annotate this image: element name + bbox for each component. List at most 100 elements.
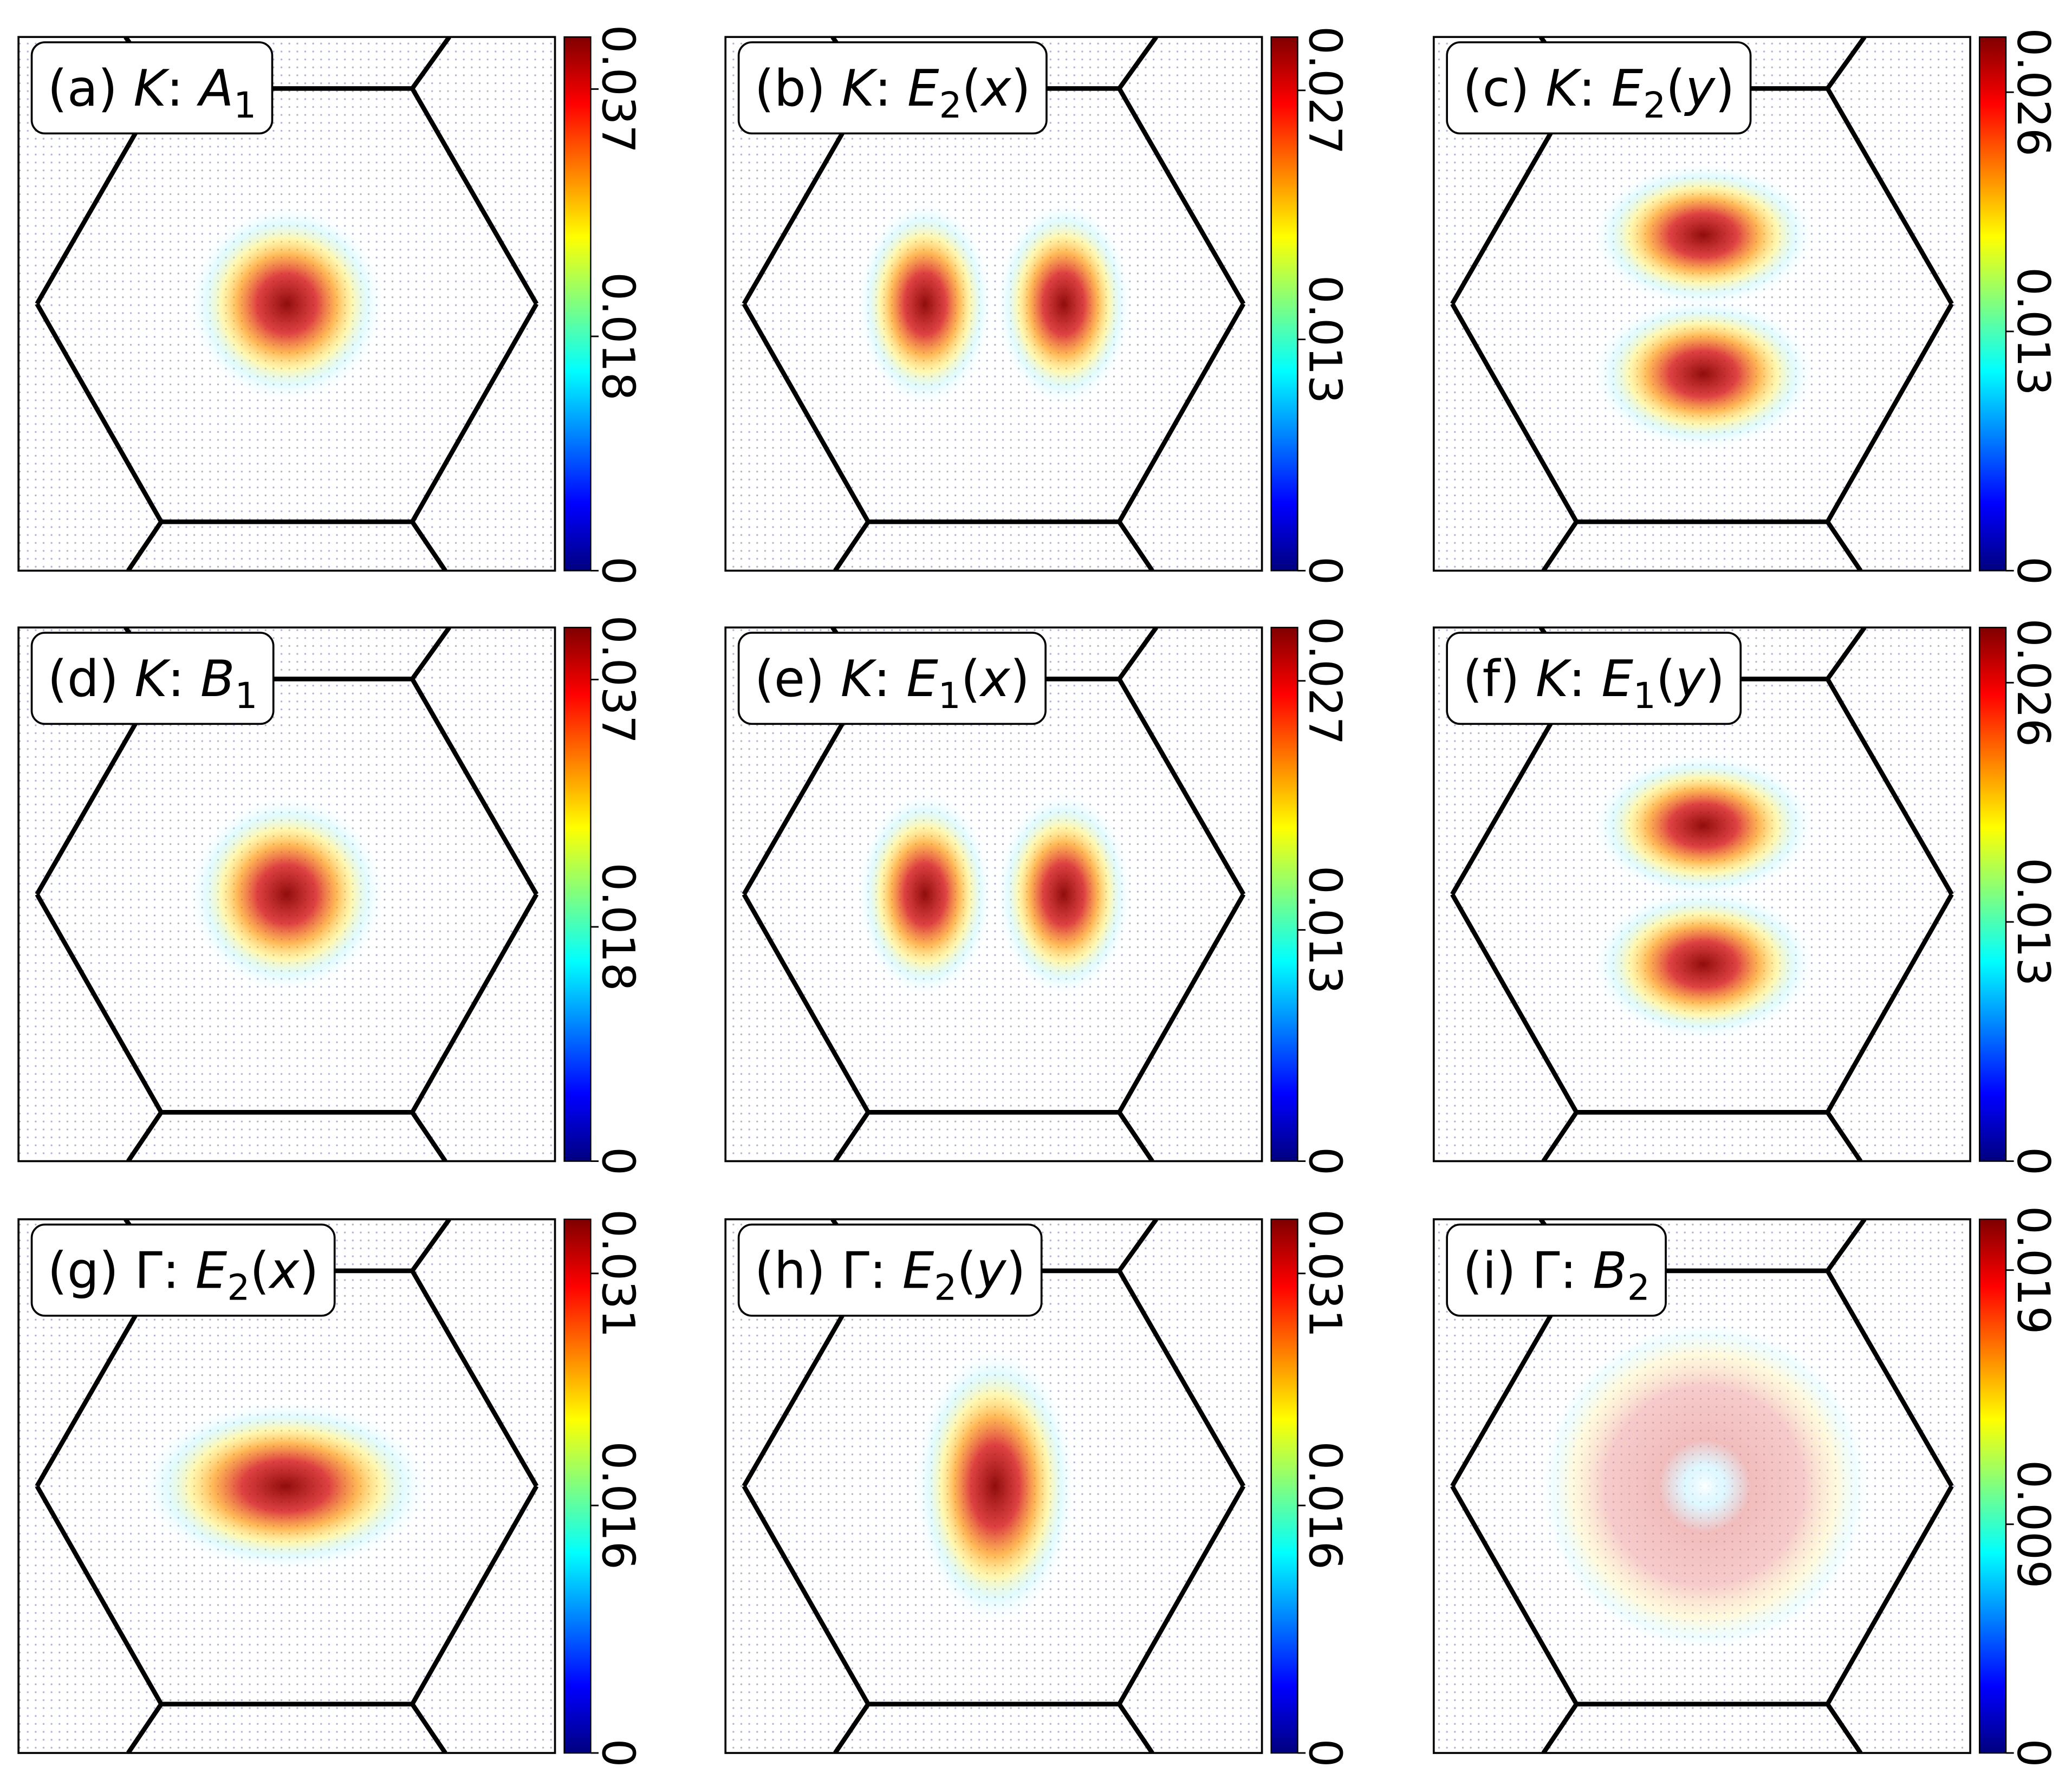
colorbar-tick-label: 0 [1298, 1147, 1351, 1175]
title-part: 2 [1643, 85, 1666, 126]
panel-title: (c) K: E2​(y) [1463, 59, 1735, 126]
colorbar-tick-label: 0.013 [1298, 275, 1351, 404]
title-part: B [1593, 1242, 1627, 1300]
colorbar-tick-label: 0.026 [2007, 619, 2060, 747]
title-part: 1 [235, 675, 258, 717]
field-density [995, 200, 1133, 407]
title-part: (d) [48, 650, 135, 708]
title-part: x [979, 650, 1011, 708]
plot-frame [17, 626, 556, 1162]
title-part: E [906, 650, 938, 708]
title-part: 1 [1633, 675, 1656, 717]
colorbar-tick-label: 0.013 [1298, 866, 1351, 994]
brillouin-zone-edge [742, 302, 871, 523]
brillouin-zone-edge [742, 1485, 871, 1705]
panel-title: (b) K: E2​(x) [755, 59, 1031, 126]
brillouin-zone-edge [1826, 1703, 1863, 1753]
brillouin-zone-edge [1450, 893, 1579, 1114]
colorbar [1270, 1218, 1298, 1754]
brillouin-zone-edge [1117, 893, 1246, 1114]
colorbar [563, 1218, 592, 1754]
panel: (g) Γ: E2​(x) 0 0.016 0.031 [17, 1209, 644, 1767]
title-part: (h) Γ: [755, 1242, 902, 1300]
field-density [187, 795, 386, 993]
brillouin-zone-edge [1826, 37, 1867, 90]
brillouin-zone-edge [1825, 1485, 1954, 1705]
brillouin-zone-edge [1826, 1219, 1867, 1272]
field-density [140, 1400, 431, 1572]
panel-title: (a) K: A1​ [48, 59, 256, 126]
brillouin-zone-edge [410, 302, 539, 523]
colorbar-tick-label: 0 [2007, 1147, 2060, 1175]
title-part: A [197, 59, 233, 118]
brillouin-zone-edge [410, 1703, 447, 1753]
panel: (a) K: A1​ 0 0.018 0.037 [17, 25, 644, 585]
colorbar-tick-label: 0.013 [2007, 267, 2060, 395]
title-part: x [268, 1242, 300, 1300]
title-part: K [134, 650, 171, 708]
colorbar [1270, 36, 1298, 571]
title-part: E [902, 1242, 934, 1300]
brillouin-zone-edge [1541, 1703, 1579, 1753]
colorbar [563, 627, 592, 1162]
brillouin-zone-edge [126, 1703, 164, 1753]
panel: (b) K: E2​(x) 0 0.013 0.027 [724, 26, 1351, 585]
title-part: E [196, 1242, 228, 1300]
title-part: E [1601, 650, 1633, 708]
plot-frame [724, 626, 1263, 1162]
title-box [30, 41, 274, 135]
field-density [1591, 753, 1816, 899]
field-density [913, 1347, 1077, 1625]
title-part: y [1684, 59, 1716, 118]
panel-title: (g) Γ: E2​(x) [48, 1242, 319, 1309]
panel: (e) K: E1​(x) 0 0.013 0.027 [724, 616, 1351, 1175]
title-part: 2 [939, 85, 962, 126]
brillouin-zone-edge [1117, 1110, 1154, 1161]
plot-area [18, 627, 555, 1161]
title-part: (c) [1463, 59, 1545, 118]
colorbar-tick-label: 0 [592, 556, 644, 585]
brillouin-zone-edge [1117, 37, 1158, 90]
title-part: ) [1010, 650, 1030, 708]
title-part: ( [961, 650, 980, 708]
brillouin-zone-edge [1825, 302, 1954, 523]
colorbar-tick-label: 0.027 [1298, 616, 1351, 745]
brillouin-zone-edge [410, 37, 451, 90]
panel-title: (e) K: E1​(x) [755, 650, 1030, 717]
plot-frame [17, 1218, 556, 1754]
field-density [856, 791, 994, 998]
brillouin-zone-edge [1117, 520, 1154, 571]
brillouin-zone-edge [35, 302, 164, 523]
title-part: : [1579, 59, 1612, 118]
panel: (d) K: B1​ 0 0.018 0.037 [17, 615, 644, 1175]
brillouin-zone-edge [1117, 627, 1158, 680]
title-box [30, 1223, 336, 1317]
colorbar [1270, 627, 1298, 1162]
brillouin-zone-edge [1826, 627, 1867, 680]
title-part: (e) [755, 650, 841, 708]
title-part: ) [1715, 59, 1735, 118]
brillouin-zone-edge [1117, 302, 1246, 523]
brillouin-zone-edge [1825, 893, 1954, 1114]
panel-title: (i) Γ: B2​ [1463, 1242, 1649, 1309]
field-density [1539, 1321, 1870, 1652]
plot-frame [17, 36, 556, 572]
title-box [737, 41, 1048, 135]
plot-frame [1432, 1218, 1971, 1754]
title-part: : [874, 650, 907, 708]
title-part: 1 [938, 675, 961, 717]
field-density [187, 204, 386, 403]
brillouin-zone-edge [410, 678, 539, 896]
panel: (c) K: E2​(y) 0 0.013 0.026 [1432, 28, 2060, 585]
brillouin-zone-edge [833, 1110, 871, 1161]
brillouin-zone-edge [1826, 678, 1954, 896]
field-density [1591, 162, 1816, 308]
title-part: ) [1705, 650, 1725, 708]
title-part: 2 [934, 1267, 957, 1309]
title-part: : [874, 59, 907, 118]
plot-area [1433, 627, 1971, 1161]
panel: (i) Γ: B2​ 0 0.009 0.019 [1432, 1206, 2060, 1767]
brillouin-zone-edge [1117, 1219, 1158, 1272]
colorbar-tick-label: 0.009 [2007, 1460, 2060, 1588]
